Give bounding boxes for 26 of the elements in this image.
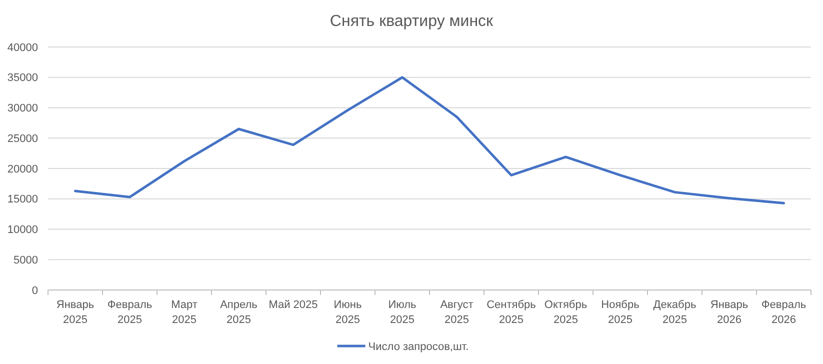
x-tick-label: Октябрь 2025 (544, 299, 588, 326)
x-tick-label: Февраль 2025 (107, 299, 152, 326)
x-tick-label: Январь 2026 (710, 299, 748, 326)
x-tick-label: Август 2025 (440, 299, 474, 326)
y-tick-label: 25000 (7, 132, 38, 145)
x-tick-label: Май 2025 (268, 299, 318, 311)
y-tick-label: 5000 (14, 254, 38, 266)
legend-label: Число запросов,шт. (368, 340, 469, 353)
x-tick-label: Март 2025 (171, 299, 198, 326)
line-series (74, 76, 785, 204)
chart-title: Снять квартиру минск (330, 13, 494, 30)
x-tick-label: Ноябрь 2025 (601, 299, 640, 326)
x-tick-label: Июль 2025 (388, 299, 417, 326)
x-tick-label: Январь 2025 (56, 299, 94, 326)
y-tick-label: 0 (32, 284, 38, 297)
y-tick-label: 10000 (7, 224, 38, 236)
y-tick-label: 20000 (7, 163, 38, 176)
x-tick-label: Декабрь 2025 (653, 299, 696, 326)
y-tick-label: 30000 (7, 102, 38, 115)
x-tick-label: Февраль 2026 (761, 299, 806, 326)
y-tick-label: 40000 (7, 42, 38, 54)
y-tick-label: 35000 (7, 72, 38, 84)
y-tick-label: 15000 (7, 194, 38, 206)
x-tick-label: Апрель 2025 (220, 299, 258, 326)
x-tick-label: Сентябрь 2025 (486, 299, 536, 326)
x-tick-label: Июнь 2025 (334, 299, 362, 326)
